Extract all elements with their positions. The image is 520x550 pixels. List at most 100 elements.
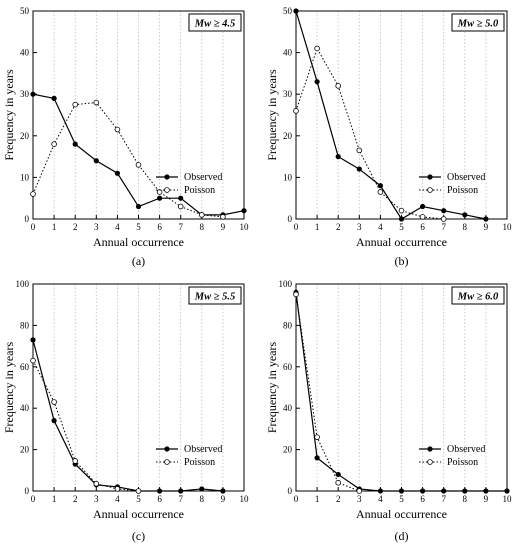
poisson-point	[135, 162, 142, 168]
x-tick-label: 7	[441, 494, 446, 504]
poisson-series-line	[295, 47, 444, 220]
poisson-point	[335, 479, 342, 486]
poisson-point	[220, 214, 226, 220]
y-tick-label: 20	[20, 131, 30, 141]
poisson-point	[30, 191, 36, 197]
poisson-point	[114, 126, 121, 133]
magnitude-badge	[188, 13, 242, 32]
x-tick-label: 8	[463, 494, 468, 504]
poisson-point	[177, 203, 184, 210]
legend-poisson-marker	[164, 459, 170, 465]
y-axis-label: Frequency in years	[265, 69, 279, 161]
x-tick-label: 4	[378, 494, 383, 504]
poisson-point	[51, 141, 57, 147]
magnitude-badge	[451, 13, 505, 32]
observed-point	[30, 91, 36, 97]
observed-point	[377, 488, 383, 494]
y-tick-label: 50	[283, 6, 293, 16]
observed-point	[178, 488, 184, 494]
observed-point	[419, 488, 426, 494]
x-tick-label: 0	[294, 222, 299, 232]
magnitude-badge-label: Mw ≥ 5.5	[194, 292, 235, 303]
legend-observed-label: Observed	[184, 444, 222, 455]
legend-observed-marker	[164, 446, 170, 452]
legend-poisson-marker	[164, 187, 170, 193]
poisson-point	[440, 216, 447, 222]
magnitude-badge	[451, 286, 505, 305]
x-tick-label: 5	[136, 494, 141, 504]
poisson-point	[135, 488, 142, 494]
x-tick-label: 9	[484, 494, 489, 504]
observed-series-line	[295, 10, 487, 220]
observed-point	[135, 203, 142, 210]
legend-observed-label: Observed	[447, 172, 485, 183]
chart-panel: 0 1 2 3 4 5 6 7 8 9 10 0 10 20 30 40 50 Annual occurrence…	[265, 6, 512, 268]
observed-point	[157, 195, 163, 201]
observed-point	[157, 488, 163, 494]
poisson-point	[93, 99, 100, 106]
x-tick-label: 6	[420, 494, 425, 504]
y-tick-label: 20	[283, 445, 293, 455]
x-tick-label: 1	[315, 494, 320, 504]
y-tick-label: 20	[20, 445, 30, 455]
y-axis-label: Frequency in years	[265, 342, 279, 434]
x-tick-label: 2	[336, 222, 341, 232]
y-axis-label: Frequency in years	[2, 342, 16, 434]
observed-point	[51, 418, 57, 424]
legend-observed-marker	[164, 174, 170, 180]
observed-point	[441, 208, 447, 214]
poisson-point	[356, 147, 363, 154]
legend-observed-marker	[427, 174, 433, 180]
x-tick-label: 4	[378, 222, 383, 232]
y-tick-label: 10	[20, 172, 30, 182]
legend-poisson-label: Poisson	[184, 457, 215, 468]
legend-observed-label: Observed	[184, 172, 222, 183]
poisson-series-line	[32, 101, 223, 218]
observed-point	[241, 208, 247, 214]
y-tick-label: 40	[20, 403, 30, 413]
observed-point	[114, 170, 121, 176]
y-tick-label: 10	[283, 172, 293, 182]
observed-point	[356, 166, 362, 172]
x-tick-label: 6	[420, 222, 425, 232]
observed-point	[293, 8, 299, 14]
observed-point	[441, 488, 447, 494]
y-axis-label: Frequency in years	[2, 69, 16, 161]
panel-label: (d)	[395, 529, 409, 543]
legend-poisson-marker	[427, 459, 433, 465]
poisson-point	[314, 434, 320, 440]
legend: Observed Poisson	[156, 444, 222, 468]
x-tick-label: 2	[73, 222, 78, 232]
x-tick-label: 3	[357, 222, 362, 232]
y-tick-label: 100	[16, 279, 30, 289]
legend-poisson-label: Poisson	[447, 185, 478, 196]
x-axis-label: Annual occurrence	[93, 235, 184, 249]
magnitude-badge-label: Mw ≥ 6.0	[457, 292, 499, 303]
y-tick-label: 0	[25, 486, 30, 496]
poisson-point	[114, 486, 121, 492]
legend: Observed Poisson	[419, 444, 485, 468]
poisson-point	[293, 291, 299, 298]
y-tick-label: 0	[288, 486, 293, 496]
x-tick-label: 9	[221, 494, 226, 504]
y-tick-label: 60	[283, 362, 293, 372]
y-tick-label: 20	[283, 131, 293, 141]
observed-point	[178, 195, 184, 201]
x-tick-label: 6	[157, 222, 162, 232]
y-tick-label: 80	[283, 320, 293, 330]
legend-poisson-label: Poisson	[184, 185, 215, 196]
y-tick-label: 50	[20, 6, 30, 16]
y-tick-label: 40	[283, 403, 293, 413]
y-tick-label: 40	[283, 48, 293, 58]
y-tick-label: 80	[20, 320, 30, 330]
observed-point	[199, 486, 205, 492]
poisson-point	[293, 108, 299, 114]
panel-label: (a)	[132, 254, 145, 268]
observed-point	[398, 216, 405, 222]
poisson-point	[377, 189, 384, 195]
observed-point	[314, 455, 320, 461]
magnitude-badge	[188, 286, 242, 305]
x-tick-label: 8	[200, 494, 205, 504]
observed-series-line	[32, 339, 223, 492]
